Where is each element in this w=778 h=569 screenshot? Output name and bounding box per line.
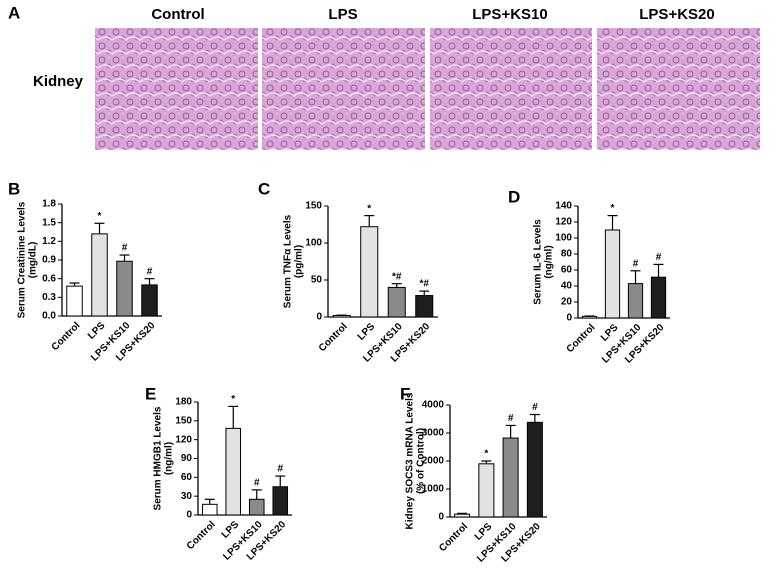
y-tick-label: 0 [186, 510, 192, 521]
y-tick-label: 1000 [422, 484, 445, 495]
panel-label: C [258, 179, 270, 198]
y-tick-label: 80 [561, 249, 573, 260]
column-title: LPS [328, 6, 357, 23]
panel-label: E [145, 384, 156, 403]
x-tick-label: Control [565, 322, 598, 355]
y-tick-label: 140 [555, 201, 572, 212]
y-tick-label: 50 [311, 275, 323, 286]
significance-marker: # [147, 266, 153, 277]
histology-image [262, 28, 425, 150]
y-tick-label: 40 [561, 281, 573, 292]
significance-marker: # [277, 464, 283, 475]
significance-marker: * [611, 203, 615, 214]
y-tick-label: 4000 [422, 400, 445, 411]
histology-image [430, 28, 592, 150]
y-tick-label: 20 [561, 297, 573, 308]
y-tick-label: 0 [316, 312, 322, 323]
y-tick-label: 120 [175, 434, 192, 445]
bar [581, 315, 598, 319]
significance-marker: *# [420, 279, 430, 290]
significance-marker: # [633, 258, 639, 269]
bar [454, 513, 471, 518]
bar [141, 284, 158, 317]
y-axis-label: Serum HMGB1 Levels [153, 406, 164, 510]
y-tick-label: 0.9 [42, 255, 56, 266]
bar [627, 283, 644, 319]
y-tick-label: 100 [555, 233, 572, 244]
significance-marker: * [484, 449, 488, 460]
x-tick-label: Control [50, 320, 83, 353]
x-tick-label: Control [317, 321, 350, 354]
significance-marker: * [367, 203, 371, 214]
x-tick-label: LPS [86, 320, 108, 342]
histology-image [597, 28, 760, 150]
y-tick-label: 120 [555, 217, 572, 228]
bar [502, 437, 519, 518]
significance-marker: # [254, 478, 260, 489]
column-title: LPS+KS20 [639, 6, 714, 23]
y-tick-label: 0 [438, 512, 444, 523]
bar [360, 226, 379, 318]
significance-marker: # [122, 243, 128, 254]
y-tick-label: 1.8 [42, 199, 56, 210]
y-tick-label: 150 [305, 201, 322, 212]
y-axis-label: (% of Control) [416, 428, 427, 494]
bar [201, 503, 218, 516]
bar [387, 286, 406, 318]
x-tick-label: Control [437, 521, 470, 554]
x-tick-label: Control [185, 519, 218, 552]
row-label: Kidney [33, 73, 84, 90]
significance-marker: * [98, 211, 102, 222]
y-tick-label: 2000 [422, 456, 445, 467]
panel-label: B [8, 179, 20, 198]
significance-marker: # [656, 252, 662, 263]
column-title: LPS+KS10 [472, 6, 547, 23]
bar [225, 427, 242, 516]
bar [415, 295, 434, 318]
significance-marker: * [231, 394, 235, 405]
y-axis-label: Serum IL-6 Levels [533, 219, 544, 305]
histology-image [95, 28, 258, 150]
y-axis-label: Kidney SOCS3 mRNA Levels [405, 392, 416, 529]
y-tick-label: 0.0 [42, 311, 56, 322]
y-tick-label: 1.2 [42, 236, 56, 247]
panel-label: D [508, 187, 520, 206]
y-axis-label: (ng/ml) [544, 245, 555, 278]
y-tick-label: 3000 [422, 428, 445, 439]
y-tick-label: 1.5 [42, 217, 56, 228]
bar [332, 315, 351, 318]
bar [526, 421, 543, 518]
bar [478, 463, 495, 518]
significance-marker: *# [392, 271, 402, 282]
significance-marker: # [508, 413, 514, 424]
panel-label: F [400, 384, 410, 403]
y-tick-label: 60 [561, 265, 573, 276]
y-tick-label: 0.6 [42, 273, 56, 284]
y-tick-label: 30 [181, 491, 193, 502]
y-axis-label: (ng/ml) [164, 442, 175, 475]
bar [66, 285, 83, 317]
bar [604, 229, 621, 319]
y-tick-label: 100 [305, 238, 322, 249]
y-axis-label: Serum Creatinine Levels [17, 201, 28, 318]
y-axis-label: (mg/dL) [28, 242, 39, 279]
significance-marker: # [532, 402, 538, 413]
y-tick-label: 90 [181, 453, 193, 464]
y-tick-label: 0.3 [42, 292, 56, 303]
y-tick-label: 0 [566, 313, 572, 324]
x-tick-label: LPS [356, 321, 378, 343]
y-tick-label: 180 [175, 397, 192, 408]
bar [116, 260, 133, 317]
bar [272, 486, 289, 516]
bar [248, 498, 265, 516]
y-axis-label: (pg/ml) [294, 245, 305, 278]
y-tick-label: 150 [175, 415, 192, 426]
column-title: Control [151, 6, 204, 23]
y-tick-label: 60 [181, 472, 193, 483]
panel-label: A [8, 3, 20, 22]
y-axis-label: Serum TNFα Levels [283, 214, 294, 308]
bar [91, 233, 108, 317]
bar [650, 276, 667, 319]
